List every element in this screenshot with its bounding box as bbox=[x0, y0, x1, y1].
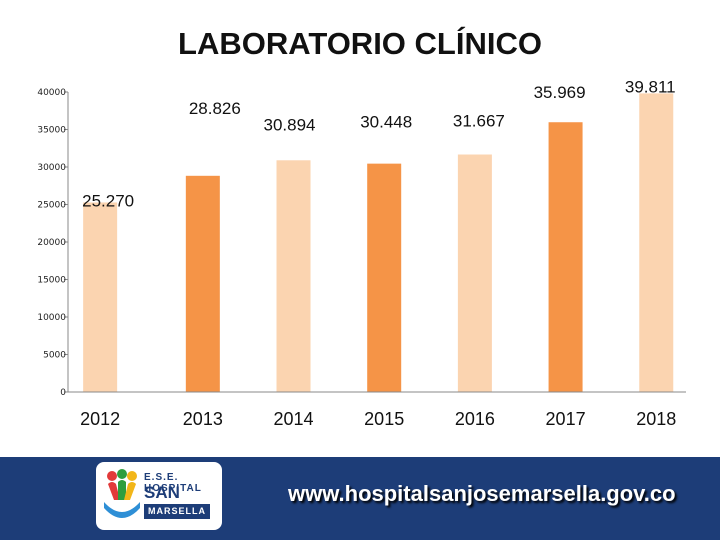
y-tick-label: 0 bbox=[60, 388, 66, 398]
bar-2016 bbox=[457, 154, 492, 392]
logo-line1: E.S.E. HOSPITAL bbox=[144, 472, 202, 494]
x-tick-label: 2017 bbox=[546, 409, 586, 429]
hospital-logo: E.S.E. HOSPITAL SAN JOSE MARSELLA bbox=[96, 462, 222, 530]
y-tick-label: 25000 bbox=[37, 201, 66, 211]
y-tick-label: 15000 bbox=[37, 276, 66, 286]
y-axis: 0 5000 10000 15000 20000 25000 30000 35000 40000 bbox=[37, 88, 69, 398]
y-tick-label: 20000 bbox=[37, 238, 66, 248]
data-label-2014: 30.894 bbox=[264, 115, 316, 134]
data-label-2016: 31.667 bbox=[453, 111, 505, 130]
x-tick-label: 2012 bbox=[80, 409, 120, 429]
bar-2014 bbox=[276, 160, 311, 392]
y-tick-label: 40000 bbox=[37, 88, 66, 98]
y-tick-label: 35000 bbox=[37, 126, 66, 136]
data-label-2017: 35.969 bbox=[534, 83, 586, 102]
y-tick-label: 5000 bbox=[43, 351, 66, 361]
x-tick-label: 2016 bbox=[455, 409, 495, 429]
data-label-2013: 28.826 bbox=[189, 99, 241, 118]
chart-title: LABORATORIO CLÍNICO bbox=[178, 26, 542, 61]
data-label-2015: 30.448 bbox=[360, 113, 412, 132]
bar-2013 bbox=[185, 175, 220, 392]
x-axis: 2012 2013 2014 2015 2016 2017 2018 bbox=[68, 391, 686, 429]
website-url[interactable]: www.hospitalsanjosemarsella.gov.co bbox=[288, 481, 676, 506]
x-tick-label: 2013 bbox=[183, 409, 223, 429]
family-hands-icon bbox=[104, 469, 140, 518]
data-label-2012: 25.270 bbox=[82, 191, 134, 210]
x-tick-label: 2014 bbox=[273, 409, 313, 429]
bars bbox=[83, 93, 674, 393]
bar-2015 bbox=[367, 163, 402, 392]
data-labels: 25.270 28.826 30.894 30.448 31.667 35.969 39.8… bbox=[82, 77, 675, 210]
x-tick-label: 2015 bbox=[364, 409, 404, 429]
logo-line3: MARSELLA bbox=[144, 504, 210, 519]
bar-chart: 0 5000 10000 15000 20000 25000 30000 35000 40000… bbox=[37, 77, 686, 429]
footer-bar: E.S.E. HOSPITAL SAN JOSE MARSELLA www.ho… bbox=[0, 457, 720, 540]
y-tick-label: 10000 bbox=[37, 313, 66, 323]
data-label-2018: 39.811 bbox=[625, 77, 676, 96]
bar-2017 bbox=[548, 122, 583, 393]
bar-2018 bbox=[639, 93, 674, 392]
bar-2012 bbox=[83, 202, 118, 392]
x-tick-label: 2018 bbox=[636, 409, 676, 429]
y-tick-label: 30000 bbox=[37, 163, 66, 173]
